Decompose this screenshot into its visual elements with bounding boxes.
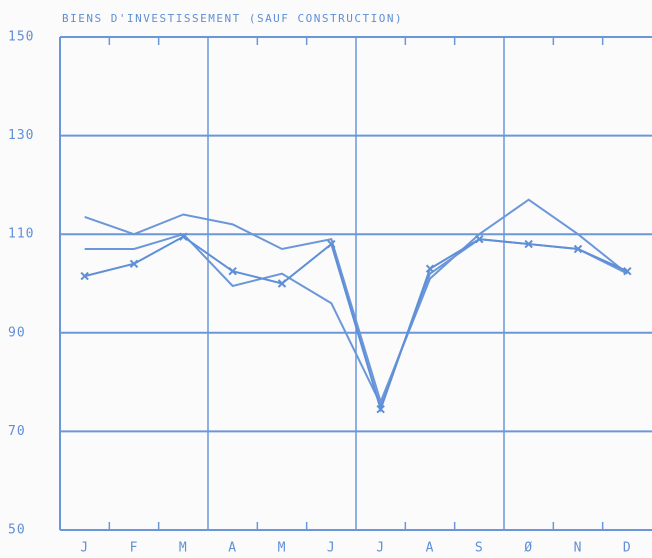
- x-marker: [277, 279, 287, 288]
- y-tick-label: 70: [8, 424, 26, 439]
- series-line: [84, 198, 628, 405]
- x-tick-label: F: [130, 541, 139, 556]
- x-tick-label: M: [278, 541, 287, 556]
- x-marker: [475, 234, 484, 244]
- x-tick-label: N: [574, 541, 583, 556]
- chart-title: BIENS D'INVESTISSEMENT (SAUF CONSTRUCTIO…: [62, 12, 403, 25]
- y-tick-label: 150: [8, 30, 34, 45]
- y-tick-label: 50: [8, 523, 26, 538]
- x-tick-label: Ø: [524, 541, 533, 556]
- y-tick-label: 130: [8, 128, 34, 143]
- x-marker: [327, 239, 336, 249]
- x-marker: [623, 266, 632, 276]
- x-tick-label: D: [623, 541, 632, 556]
- x-marker: [524, 239, 533, 249]
- x-tick-label: A: [426, 541, 435, 556]
- x-marker: [179, 232, 188, 241]
- x-marker: [228, 266, 237, 276]
- x-tick-label: A: [228, 541, 237, 556]
- y-tick-label: 110: [8, 227, 34, 242]
- x-tick-label: J: [80, 541, 89, 556]
- x-tick-label: J: [327, 541, 336, 556]
- x-tick-label: S: [475, 541, 484, 556]
- x-marker: [573, 244, 583, 254]
- y-tick-label: 90: [8, 325, 26, 340]
- x-marker: [376, 405, 385, 414]
- x-marker: [80, 271, 89, 281]
- x-tick-label: M: [179, 541, 188, 556]
- x-marker: [425, 264, 435, 273]
- series-line: [84, 235, 628, 413]
- x-marker: [129, 259, 139, 268]
- x-tick-label: J: [376, 541, 385, 556]
